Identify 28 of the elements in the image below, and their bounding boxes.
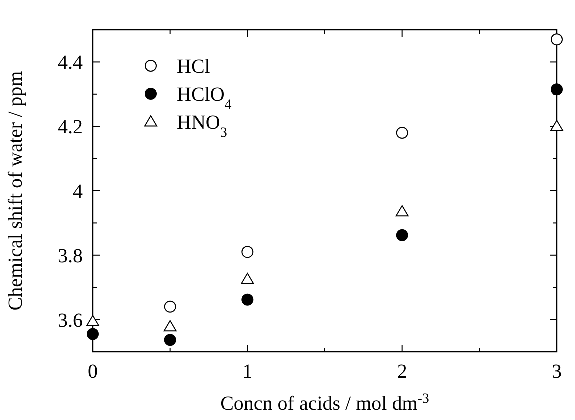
y-tick-label: 4.4 [58,52,83,74]
point [551,34,563,46]
legend-label: HCl [177,56,211,78]
point [87,328,99,340]
x-tick-label: 2 [397,361,408,383]
point [242,294,254,306]
x-axis-title: Concn of acids / mol dm$^{-3}$ [220,392,430,415]
y-tick-label: 4.2 [58,116,83,139]
x-tick-label: 1 [242,361,253,383]
point [241,273,254,284]
x-tick-label: 0 [88,361,98,383]
point [164,320,177,332]
point [396,205,409,217]
legend-label: HNO$_{3}$ [177,112,228,140]
legend-label: HClO$_{4}$ [177,84,232,112]
point [242,246,254,258]
point [164,300,176,313]
point [164,334,176,346]
y-tick-label: 3.8 [58,245,83,268]
y-axis-title: Chemical shift of water / ppm [5,70,27,311]
point [86,315,100,326]
y-tick-label: 3.6 [58,310,83,332]
x-tick-label: 3 [552,361,562,383]
point [550,120,564,132]
point [551,84,563,96]
point [396,127,408,140]
y-tick-label: 4 [73,181,83,203]
point [396,229,408,242]
